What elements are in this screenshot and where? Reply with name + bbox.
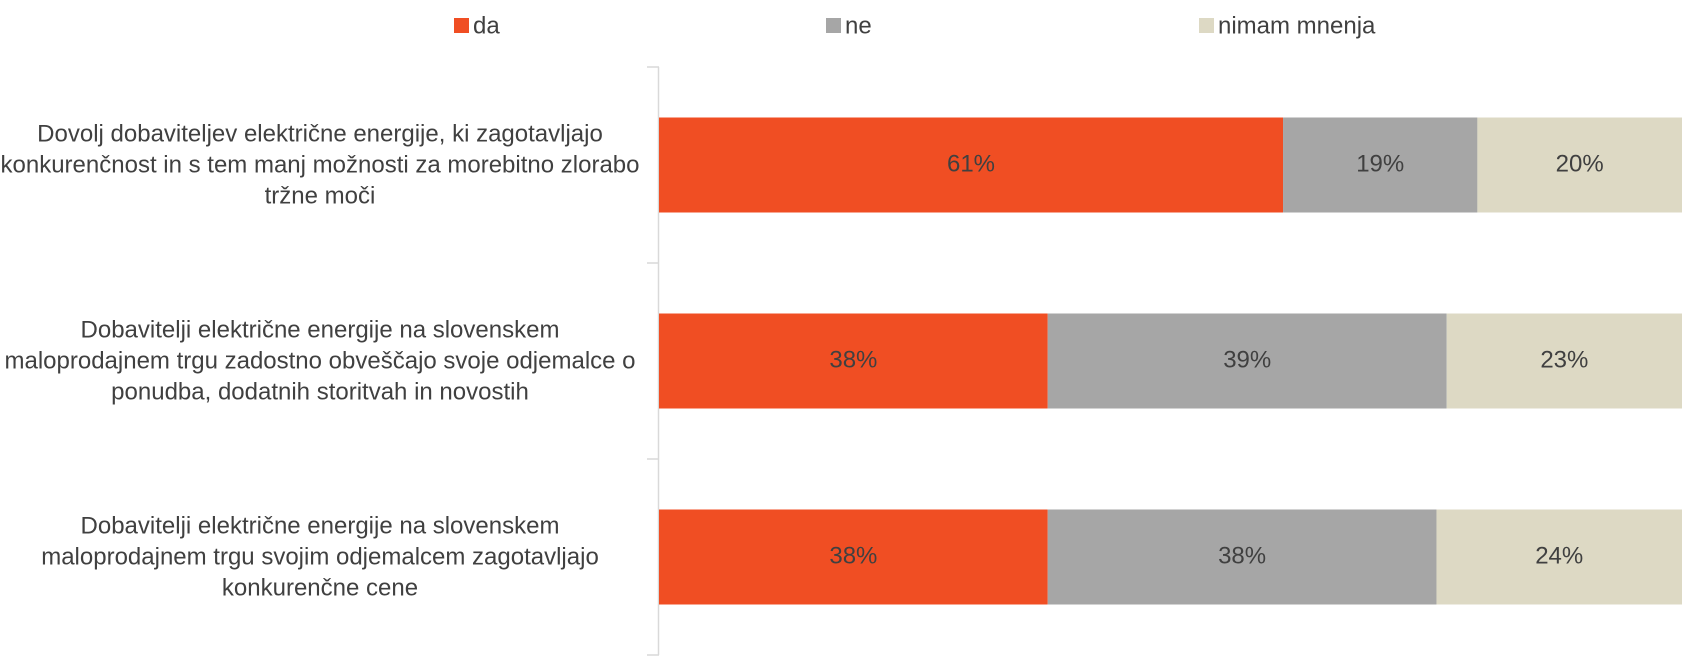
value-label: 38% — [1218, 542, 1266, 569]
bar-segment — [1436, 509, 1682, 605]
value-label: 19% — [1356, 150, 1404, 177]
legend-swatch — [1199, 18, 1214, 33]
bar-segment — [1047, 313, 1447, 409]
legend-label: ne — [845, 12, 872, 39]
bar-segment — [1283, 117, 1478, 213]
value-label: 39% — [1223, 346, 1271, 373]
value-label: 23% — [1540, 346, 1588, 373]
value-label: 38% — [829, 346, 877, 373]
category-label: Dobavitelji električne energije na slove… — [41, 512, 599, 602]
legend-label: da — [473, 12, 500, 39]
category-label: Dobavitelji električne energije na slove… — [4, 316, 636, 406]
bar-segment — [659, 117, 1284, 213]
bar-segment — [1446, 313, 1682, 409]
value-label: 61% — [947, 150, 995, 177]
bar-segment — [1047, 509, 1437, 605]
bar-segment — [1477, 117, 1682, 213]
legend-swatch — [454, 18, 469, 33]
category-label: Dovolj dobaviteljev električne energije,… — [0, 120, 640, 210]
legend-label: nimam mnenja — [1218, 12, 1376, 39]
value-label: 24% — [1535, 542, 1583, 569]
legend-swatch — [826, 18, 841, 33]
value-label: 38% — [829, 542, 877, 569]
bar-segment — [659, 509, 1048, 605]
bar-segment — [659, 313, 1048, 409]
value-label: 20% — [1556, 150, 1604, 177]
